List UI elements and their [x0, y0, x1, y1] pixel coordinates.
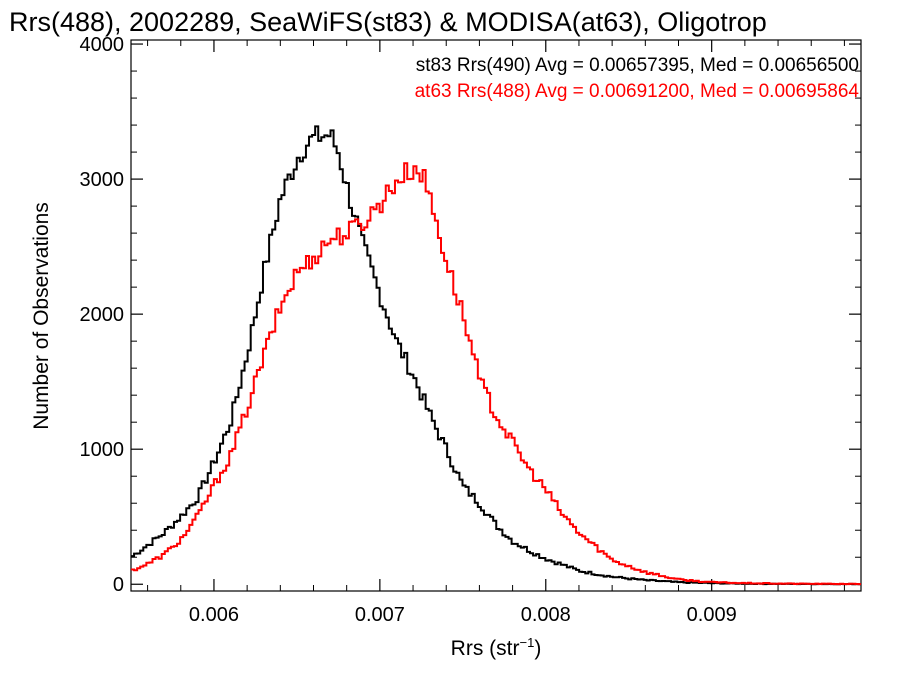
x-tick-label: 0.009	[687, 604, 737, 626]
legend: st83 Rrs(490) Avg = 0.00657395, Med = 0.…	[415, 55, 860, 102]
y-tick-label: 2000	[80, 304, 125, 326]
y-tick-label: 4000	[80, 34, 125, 56]
x-tick-label: 0.007	[355, 604, 405, 626]
histogram-series-st83	[131, 125, 861, 586]
x-axis-label-end: )	[534, 637, 541, 660]
plot-area	[130, 39, 862, 592]
x-axis-label-main: Rrs (str	[451, 637, 520, 660]
legend-entry: at63 Rrs(488) Avg = 0.00691200, Med = 0.…	[415, 81, 860, 102]
x-axis-label: Rrs (str−1)	[451, 635, 542, 660]
y-axis-label: Number of Observations	[30, 202, 53, 430]
x-axis-ticks	[147, 40, 845, 591]
y-tick-label: 0	[113, 574, 124, 596]
x-tick-label: 0.008	[521, 604, 571, 626]
x-axis-tick-labels: 0.006 0.007 0.008 0.009	[189, 604, 737, 626]
x-axis-label-sup: −1	[520, 635, 535, 650]
plot-frame	[130, 39, 862, 592]
y-tick-label: 1000	[80, 439, 125, 461]
y-axis-tick-labels: 0 1000 2000 3000 4000	[80, 34, 125, 596]
y-tick-label: 3000	[80, 169, 125, 191]
legend-entry: st83 Rrs(490) Avg = 0.00657395, Med = 0.…	[416, 55, 859, 76]
y-axis-ticks	[131, 43, 861, 585]
chart-title: Rrs(488), 2002289, SeaWiFS(st83) & MODIS…	[9, 7, 767, 37]
x-tick-label: 0.006	[189, 604, 239, 626]
histogram-series-at63	[131, 162, 861, 586]
series-layer	[131, 125, 861, 586]
